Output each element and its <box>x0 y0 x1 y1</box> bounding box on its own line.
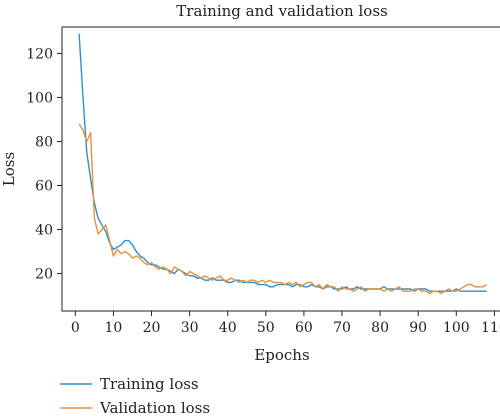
y-tick-label: 40 <box>35 223 53 239</box>
training-loss-line <box>78 33 487 292</box>
x-tick-label: 40 <box>219 320 237 336</box>
legend-label-validation-loss: Validation loss <box>99 399 210 416</box>
y-tick-label: 100 <box>26 90 53 106</box>
y-tick-label: 20 <box>35 267 53 283</box>
legend-label-training-loss: Training loss <box>100 375 199 393</box>
x-axis-title: Epochs <box>254 346 309 364</box>
y-tick-label: 60 <box>35 179 53 195</box>
x-axis: 0 10 20 30 40 50 60 70 80 90 100 110 <box>71 311 500 336</box>
x-tick-label: 60 <box>295 320 313 336</box>
x-tick-label: 90 <box>409 320 427 336</box>
x-tick-label: 100 <box>443 320 470 336</box>
series-layer <box>78 33 488 295</box>
legend: Training loss Validation loss <box>60 375 210 416</box>
y-axis-title: Loss <box>0 152 18 186</box>
y-tick-label: 80 <box>35 134 53 150</box>
plot-frame <box>61 26 500 312</box>
y-tick-label: 120 <box>26 46 53 62</box>
x-tick-label: 70 <box>333 320 351 336</box>
x-tick-label: 110 <box>481 320 500 336</box>
chart-title: Training and validation loss <box>176 2 387 20</box>
x-tick-label: 30 <box>181 320 199 336</box>
x-tick-label: 10 <box>105 320 123 336</box>
y-axis: 20 40 60 80 100 120 <box>26 46 62 283</box>
validation-loss-line <box>78 123 488 295</box>
x-tick-label: 20 <box>143 320 161 336</box>
x-tick-label: 50 <box>257 320 275 336</box>
x-tick-label: 0 <box>71 320 80 336</box>
x-tick-label: 80 <box>371 320 389 336</box>
